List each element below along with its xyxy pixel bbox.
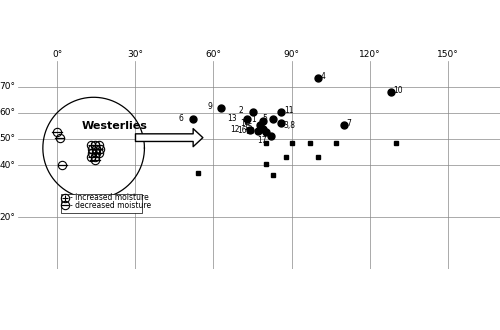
Text: 12: 12 — [230, 124, 239, 134]
Text: 15: 15 — [243, 123, 252, 132]
Text: 1: 1 — [252, 115, 256, 124]
Text: 60°: 60° — [0, 108, 16, 117]
Text: 20°: 20° — [0, 213, 16, 222]
Text: 17: 17 — [257, 136, 267, 145]
Bar — [61, 194, 142, 213]
Text: 150°: 150° — [437, 50, 459, 59]
Text: 10: 10 — [393, 86, 403, 95]
Text: 13: 13 — [228, 114, 237, 123]
Text: 120°: 120° — [359, 50, 380, 59]
Text: 7: 7 — [346, 119, 351, 128]
Text: 50°: 50° — [0, 134, 16, 144]
Text: 0°: 0° — [52, 50, 62, 59]
Text: 90°: 90° — [284, 50, 300, 59]
Text: 40°: 40° — [0, 160, 16, 170]
Text: Westerlies: Westerlies — [82, 121, 148, 131]
Text: - increased moisture: - increased moisture — [70, 193, 149, 202]
Text: 60°: 60° — [206, 50, 222, 59]
Text: 9: 9 — [208, 102, 212, 112]
Text: - decreased moisture: - decreased moisture — [70, 201, 152, 210]
Text: 4: 4 — [320, 72, 325, 81]
Text: 14: 14 — [240, 119, 250, 128]
Text: 18: 18 — [246, 127, 255, 136]
Text: 11: 11 — [284, 106, 294, 115]
Text: 5: 5 — [262, 114, 267, 123]
Text: 2: 2 — [238, 106, 244, 115]
Text: 30°: 30° — [128, 50, 144, 59]
Text: 70°: 70° — [0, 82, 16, 91]
Text: 16: 16 — [238, 126, 248, 135]
Text: 6: 6 — [178, 114, 184, 123]
Text: 3,8: 3,8 — [284, 121, 296, 130]
